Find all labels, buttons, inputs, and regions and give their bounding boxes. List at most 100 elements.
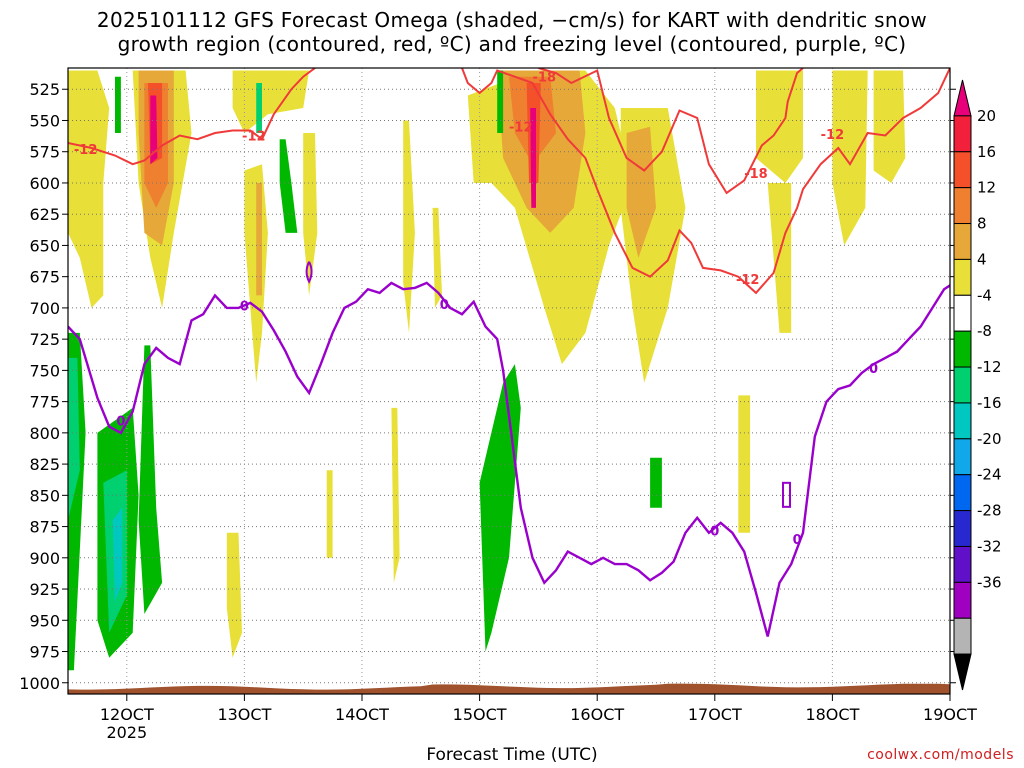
colorbar-label: -20 [977, 430, 1002, 448]
title-line-1: 2025101112 GFS Forecast Omega (shaded, −… [96, 8, 928, 32]
omega-region [832, 70, 868, 246]
x-year-label: 2025 [106, 723, 147, 742]
y-tick-label: 725 [29, 330, 60, 349]
colorbar-label: -32 [977, 537, 1002, 555]
omega-region [873, 70, 906, 183]
colorbar-swatch [953, 187, 972, 225]
y-tick-label: 1000 [19, 674, 60, 693]
x-tick-label: 13OCT [217, 705, 271, 724]
x-tick-label: 14OCT [335, 705, 389, 724]
colorbar-label: 4 [977, 250, 987, 268]
omega-region [767, 183, 792, 333]
freezing-level-line [68, 281, 950, 637]
y-tick-label: 975 [29, 643, 60, 662]
colorbar-label: 20 [977, 107, 996, 125]
dgz-contour-label: -18 [533, 71, 557, 86]
freezing-level-label: 0 [869, 362, 878, 377]
x-tick-label: 17OCT [688, 705, 742, 724]
colorbar-label: -8 [977, 322, 992, 340]
y-tick-label: 625 [29, 205, 60, 224]
y-tick-label: 600 [29, 174, 60, 193]
y-tick-label: 950 [29, 611, 60, 630]
terrain-area [68, 683, 950, 694]
x-axis-title: Forecast Time (UTC) [426, 745, 598, 765]
contour-labels: -12 -12 -12 -18 -18 -12 -12 0 0 0 0 0 0 [74, 71, 878, 548]
dgz-contour-label: -12 [821, 128, 845, 143]
contour-lines [68, 68, 950, 637]
freezing-level-label: 0 [240, 299, 249, 314]
y-tick-label: 650 [29, 236, 60, 255]
plot-frame [67, 67, 951, 695]
colorbar-swatch [953, 330, 972, 368]
y-tick-label: 850 [29, 486, 60, 505]
colorbar-swatch [953, 510, 972, 547]
freezing-level-label: 0 [440, 298, 449, 313]
colorbar-label: -12 [977, 358, 1002, 376]
omega-region [391, 407, 400, 583]
omega-region [68, 357, 80, 521]
omega-region [226, 532, 242, 658]
omega-region [244, 164, 268, 383]
colorbar-label: -24 [977, 466, 1002, 484]
x-tick-label: 19OCT [923, 705, 977, 724]
freezing-level-label: 0 [710, 524, 719, 539]
x-axis: 12OCT 13OCT 14OCT 15OCT 16OCT 17OCT 18OCT 19OCT… [100, 694, 977, 742]
colorbar-swatch [953, 617, 972, 655]
colorbar-swatch [953, 402, 972, 440]
freezing-level-loop [782, 481, 792, 508]
omega-region [115, 76, 121, 133]
omega-region [497, 70, 504, 133]
colorbar-swatch [953, 79, 972, 117]
freezing-level-label: 0 [793, 533, 802, 548]
omega-region [232, 70, 310, 133]
y-tick-label: 575 [29, 143, 60, 162]
colorbar-swatch [953, 223, 972, 260]
omega-shading [68, 70, 906, 671]
y-tick-label: 825 [29, 455, 60, 474]
omega-region [68, 70, 110, 308]
colorbar-swatch [953, 581, 972, 619]
y-tick-label: 700 [29, 299, 60, 318]
y-tick-label: 550 [29, 111, 60, 130]
dgz-contour-label: -12 [509, 121, 533, 136]
omega-region [112, 507, 123, 602]
omega-region [256, 183, 262, 296]
colorbar-label: 8 [977, 215, 987, 233]
dgz-contour-label: -12 [242, 129, 266, 144]
y-tick-label: 875 [29, 518, 60, 537]
colorbar-label: 16 [977, 143, 996, 161]
x-tick-label: 16OCT [570, 705, 624, 724]
x-tick-label: 12OCT [100, 705, 154, 724]
colorbar-swatch [953, 151, 972, 189]
colorbar-swatch [953, 366, 972, 404]
colorbar-label: -16 [977, 394, 1002, 412]
dgz-contour-line [68, 68, 316, 166]
omega-region [303, 133, 318, 296]
omega-region [403, 120, 415, 333]
omega-region [279, 139, 298, 233]
omega-region [138, 345, 163, 614]
y-tick-label: 800 [29, 424, 60, 443]
y-tick-label: 675 [29, 268, 60, 287]
colorbar-swatch [953, 545, 972, 583]
dgz-contour-label: -18 [744, 167, 768, 182]
dgz-contour-line [538, 68, 804, 195]
y-tick-label: 900 [29, 549, 60, 568]
freezing-level-label: 0 [116, 414, 125, 429]
y-tick-label: 775 [29, 393, 60, 412]
colorbar-label: 12 [977, 179, 996, 197]
omega-region [150, 95, 158, 165]
omega-region [432, 207, 442, 308]
colorbar-label: -28 [977, 502, 1002, 520]
x-tick-label: 15OCT [453, 705, 507, 724]
terrain-band [68, 683, 950, 694]
chart-title: 2025101112 GFS Forecast Omega (shaded, −… [0, 8, 1024, 56]
dgz-contour-label: -12 [736, 273, 760, 288]
y-tick-label: 525 [29, 80, 60, 99]
title-line-2: growth region (contoured, red, ºC) and f… [117, 32, 907, 56]
colorbar-swatch [953, 653, 972, 691]
omega-region [626, 126, 656, 258]
y-tick-label: 925 [29, 580, 60, 599]
colorbar-swatch [953, 474, 972, 512]
